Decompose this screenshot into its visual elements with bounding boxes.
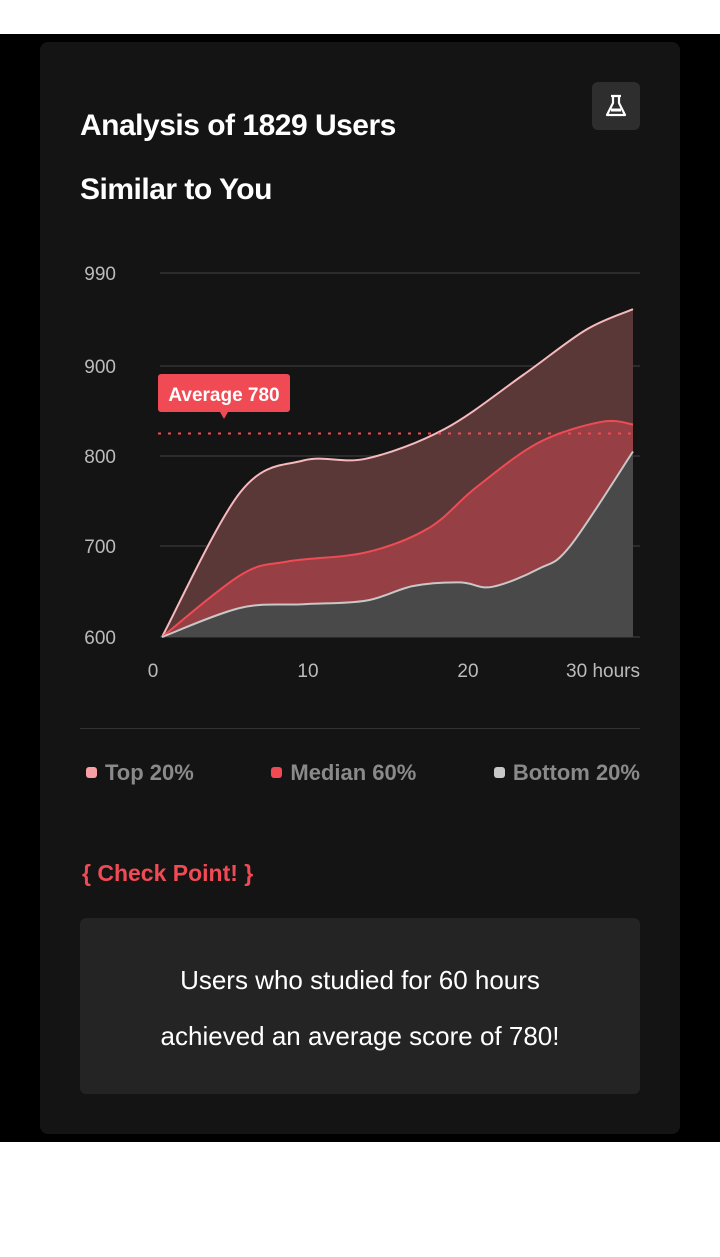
x-tick-label: 30 hours xyxy=(566,661,640,682)
average-label: Average 780 xyxy=(168,385,279,406)
score-chart: 990 900 800 700 600 0 10 20 30 hours Average 780 xyxy=(84,264,640,682)
y-tick-label: 900 xyxy=(84,357,116,378)
divider xyxy=(80,728,640,729)
checkpoint-line: achieved an average score of 780! xyxy=(160,1021,560,1051)
page-title: Analysis of 1829 Users Similar to You xyxy=(80,109,396,206)
y-tick-label: 700 xyxy=(84,537,116,558)
legend-median: Median 60% xyxy=(265,760,416,786)
series-line-0 xyxy=(161,308,634,638)
legend-swatch xyxy=(271,767,283,778)
y-tick-label: 990 xyxy=(84,264,116,285)
lab-button[interactable] xyxy=(592,82,640,130)
x-tick-label: 10 xyxy=(297,661,318,682)
flask-icon xyxy=(605,94,627,117)
checkpoint-label: { Check Point! } xyxy=(82,860,254,886)
x-tick-label: 0 xyxy=(148,661,159,682)
y-tick-label: 800 xyxy=(84,447,116,468)
average-tooltip xyxy=(158,374,290,412)
legend-swatch xyxy=(86,767,97,778)
legend-bottom: Bottom 20% xyxy=(488,760,640,786)
analysis-card: Analysis of 1829 Users Similar to You 990… xyxy=(40,42,680,1134)
legend-top: Top 20% xyxy=(80,760,194,786)
tooltip-pointer xyxy=(220,412,228,419)
series-area-2 xyxy=(162,451,633,637)
x-tick-label: 20 xyxy=(457,661,478,682)
series-line-1 xyxy=(161,419,634,638)
series-line-2 xyxy=(161,450,634,638)
legend-swatch xyxy=(493,767,505,778)
legend: Top 20% Median 60% Bottom 20% xyxy=(80,760,640,786)
y-tick-label: 600 xyxy=(84,628,116,649)
checkpoint-box: Users who studied for 60 hours achieved a… xyxy=(80,918,640,1094)
checkpoint-line: Users who studied for 60 hours xyxy=(180,965,540,995)
